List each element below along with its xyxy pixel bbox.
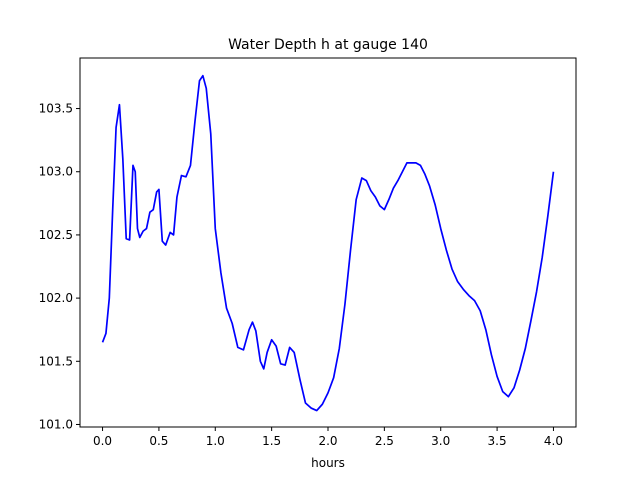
x-tick-label: 2.0 xyxy=(318,434,337,448)
x-tick-label: 1.0 xyxy=(206,434,225,448)
y-tick-label: 103.5 xyxy=(39,102,73,116)
x-tick-label: 0.0 xyxy=(93,434,112,448)
x-axis-label: hours xyxy=(311,456,345,470)
x-axis: 0.0 0.5 1.0 1.5 2.0 2.5 3.0 3.5 4.0 xyxy=(93,427,563,448)
y-tick-label: 103.0 xyxy=(39,165,73,179)
x-tick-label: 4.0 xyxy=(544,434,563,448)
x-tick-label: 1.5 xyxy=(262,434,281,448)
x-tick-label: 3.0 xyxy=(431,434,450,448)
series-line-0 xyxy=(101,74,555,412)
y-tick-label: 101.0 xyxy=(39,417,73,431)
x-tick-label: 2.5 xyxy=(375,434,394,448)
x-tick-label: 3.5 xyxy=(488,434,507,448)
y-tick-label: 101.5 xyxy=(39,354,73,368)
y-tick-label: 102.0 xyxy=(39,291,73,305)
y-tick-label: 102.5 xyxy=(39,228,73,242)
x-tick-label: 0.5 xyxy=(149,434,168,448)
y-axis: 101.0 101.5 102.0 102.5 103.0 103.5 xyxy=(39,102,80,431)
chart-title: Water Depth h at gauge 140 xyxy=(228,37,428,53)
